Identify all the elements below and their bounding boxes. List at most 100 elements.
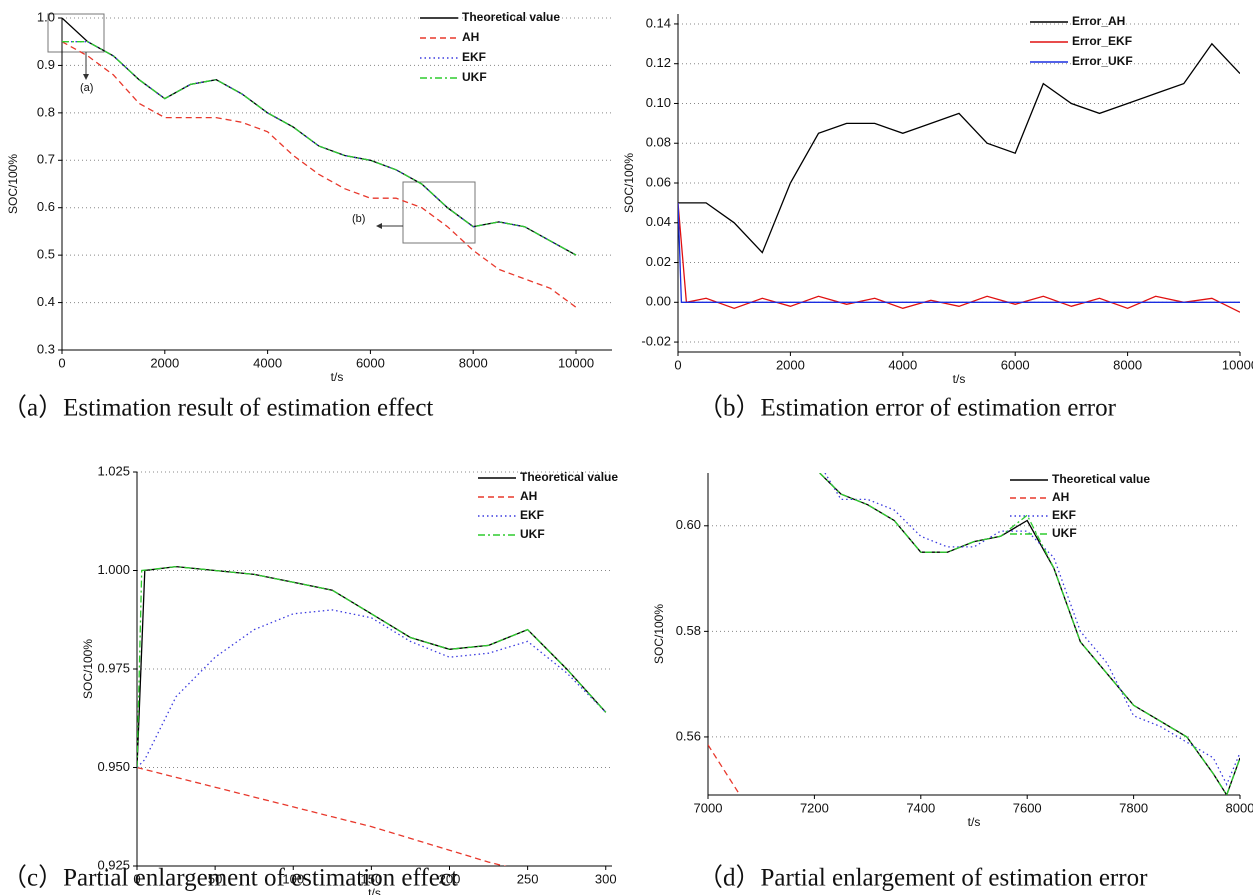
x-tick-label: 200 (439, 871, 461, 886)
legend-label: AH (520, 489, 537, 503)
series-line (824, 473, 1240, 786)
series-line (62, 41, 577, 256)
x-tick-label: 50 (208, 871, 222, 886)
series-line (708, 744, 741, 795)
y-tick-label: 1.025 (97, 463, 130, 478)
x-tick-label: 4000 (253, 355, 282, 370)
x-tick-label: 7200 (800, 800, 829, 815)
x-tick-label: 300 (595, 871, 617, 886)
y-tick-label: 0.6 (37, 199, 55, 214)
y-axis-label: SOC/100% (622, 153, 636, 213)
y-axis-label: SOC/100% (652, 604, 666, 664)
x-tick-label: 8000 (459, 355, 488, 370)
y-tick-label: 0.02 (646, 254, 671, 269)
series-line (137, 565, 607, 768)
y-tick-label: 0.56 (676, 728, 701, 743)
y-tick-label: 0.08 (646, 135, 671, 150)
y-tick-label: 0.10 (646, 95, 671, 110)
annotation: (a) (80, 82, 93, 94)
legend-label: UKF (462, 70, 487, 84)
y-tick-label: 1.0 (37, 9, 55, 24)
x-axis-label: t/s (368, 886, 381, 895)
legend-label: Theoretical value (520, 470, 618, 484)
series-line (819, 473, 1240, 795)
legend-label: Theoretical value (1052, 472, 1150, 486)
y-tick-label: 0.950 (97, 759, 130, 774)
legend-label: Theoretical value (462, 10, 560, 24)
x-tick-label: 2000 (150, 355, 179, 370)
x-tick-label: 10000 (558, 355, 594, 370)
x-tick-label: 8000 (1226, 800, 1253, 815)
x-tick-label: 6000 (356, 355, 385, 370)
y-tick-label: 0.12 (646, 55, 671, 70)
y-tick-label: 0.14 (646, 15, 671, 30)
legend-label: Error_UKF (1072, 54, 1133, 68)
y-axis-label: SOC/100% (6, 154, 20, 214)
x-tick-label: 0 (133, 871, 140, 886)
series-line (678, 42, 1240, 254)
legend-label: AH (1052, 490, 1069, 504)
x-tick-label: 10000 (1222, 357, 1253, 372)
caption: （a）Estimation result of estimation effec… (2, 394, 433, 422)
annotation: (b) (352, 213, 365, 225)
x-tick-label: 2000 (776, 357, 805, 372)
zoom-box (402, 181, 476, 244)
x-tick-label: 7800 (1119, 800, 1148, 815)
y-tick-label: 0.06 (646, 174, 671, 189)
arrow-head (376, 223, 382, 229)
chart: -0.02 0.00 0.02 0.04 0.06 0.08 0.10 0.12 0.14 0 20… (622, 14, 1253, 422)
chart: 0.925 0.950 0.975 1.000 1.025 0 50 100 150 200 250… (2, 463, 618, 895)
x-axis-label: t/s (331, 370, 344, 384)
legend-label: AH (462, 30, 479, 44)
legend-label: EKF (462, 50, 486, 64)
series-line (137, 609, 607, 768)
caption: （b）Estimation error of estimation error (698, 394, 1117, 422)
series-line (137, 766, 507, 866)
y-tick-label: 0.3 (37, 341, 55, 356)
x-tick-label: 7400 (906, 800, 935, 815)
y-tick-label: 0.4 (37, 294, 55, 309)
legend-label: Error_EKF (1072, 34, 1132, 48)
y-tick-label: 0.04 (646, 214, 671, 229)
x-axis-label: t/s (953, 372, 966, 386)
x-axis-label: t/s (968, 815, 981, 829)
x-tick-label: 100 (282, 871, 304, 886)
legend-label: EKF (520, 508, 544, 522)
series-line (62, 41, 577, 256)
y-tick-label: 0.925 (97, 857, 130, 872)
series-line (678, 202, 1240, 303)
y-tick-label: 0.00 (646, 294, 671, 309)
y-axis-label: SOC/100% (81, 639, 95, 699)
series-line (678, 202, 1240, 313)
x-tick-label: 150 (361, 871, 383, 886)
legend-label: EKF (1052, 508, 1076, 522)
legend-label: UKF (520, 527, 545, 541)
legend-label: Error_AH (1072, 14, 1125, 28)
y-tick-label: 0.60 (676, 517, 701, 532)
x-tick-label: 0 (58, 355, 65, 370)
series-line (62, 18, 577, 256)
y-tick-label: 0.975 (97, 660, 130, 675)
y-tick-label: 0.5 (37, 247, 55, 262)
x-tick-label: 0 (674, 357, 681, 372)
zoom-box (47, 13, 105, 53)
series-line (137, 565, 607, 768)
caption: （d）Partial enlargement of estimation err… (698, 864, 1148, 892)
y-tick-label: 0.8 (37, 104, 55, 119)
chart: 0.3 0.4 0.5 0.6 0.7 0.8 0.9 1.0 0 2000 4000 6000 800… (2, 9, 612, 422)
arrow-head (83, 74, 89, 80)
x-tick-label: 6000 (1001, 357, 1030, 372)
y-tick-label: 0.58 (676, 623, 701, 638)
caption: （c）Partial enlargement of estimation eff… (2, 864, 458, 892)
x-tick-label: 8000 (1113, 357, 1142, 372)
x-tick-label: 7000 (694, 800, 723, 815)
x-tick-label: 4000 (888, 357, 917, 372)
series-line (819, 473, 1240, 795)
legend-label: UKF (1052, 526, 1077, 540)
y-tick-label: 0.7 (37, 152, 55, 167)
x-tick-label: 7600 (1013, 800, 1042, 815)
y-tick-label: 0.9 (37, 57, 55, 72)
series-line (62, 41, 577, 308)
x-tick-label: 250 (517, 871, 539, 886)
